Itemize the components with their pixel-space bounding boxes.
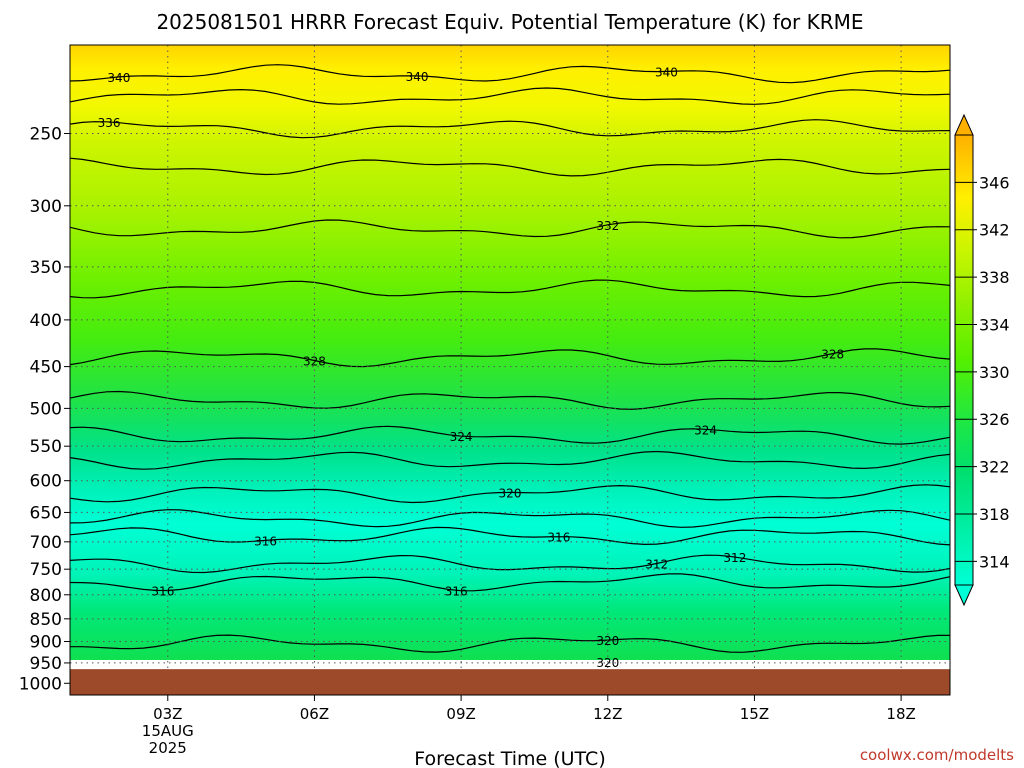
contour-label: 340 — [655, 65, 678, 79]
y-tick-label: 800 — [30, 586, 62, 606]
contour-line — [70, 509, 950, 528]
contour-line — [70, 450, 950, 470]
y-tick-label: 450 — [30, 358, 62, 378]
colorbar-tick-label: 322 — [979, 458, 1010, 477]
x-tick-year: 2025 — [149, 739, 187, 757]
x-tick-label: 06Z — [300, 705, 329, 723]
contour-label: 320 — [499, 486, 522, 500]
contour-label: 316 — [547, 531, 570, 545]
contour-label: 316 — [445, 584, 468, 598]
colorbar-bottom-arrow — [954, 584, 974, 607]
contour-line — [70, 526, 950, 546]
contour-label: 324 — [450, 430, 473, 444]
contour-line — [70, 219, 950, 239]
contour-label: 320 — [596, 634, 619, 648]
contour-label: 328 — [303, 355, 326, 369]
contour-line — [70, 119, 950, 139]
x-axis-label: Forecast Time (UTC) — [414, 748, 605, 768]
colorbar-tick-label: 314 — [979, 552, 1010, 571]
contour-label: 340 — [406, 70, 429, 84]
y-tick-label: 350 — [30, 258, 62, 278]
plot-background — [70, 45, 950, 660]
x-tick-label: 18Z — [886, 705, 915, 723]
contour-line — [70, 390, 950, 410]
y-tick-label: 750 — [30, 560, 62, 580]
colorbar-bar — [954, 134, 974, 586]
x-tick-label: 09Z — [446, 705, 475, 723]
y-tick-label: 700 — [30, 533, 62, 553]
colorbar: 314 318 322 326 330 334 338 342 346 — [954, 113, 1010, 607]
plot-area — [69, 44, 951, 696]
contour-label: 316 — [151, 585, 174, 599]
y-tick-label: 950 — [30, 654, 62, 674]
y-tick-label: 1000 — [19, 674, 62, 694]
y-tick-label: 600 — [30, 472, 62, 492]
contour-line — [70, 425, 950, 445]
colorbar-tick-label: 342 — [979, 221, 1010, 240]
chart-title: 2025081501 HRRR Forecast Equiv. Potentia… — [156, 10, 863, 34]
contour-line — [70, 348, 950, 368]
y-tick-label: 550 — [30, 437, 62, 457]
contour-label: 332 — [596, 219, 619, 233]
y-tick-label: 900 — [30, 632, 62, 652]
credit-text: coolwx.com/modelts — [860, 746, 1014, 764]
contour-line — [70, 87, 950, 105]
contour-line — [70, 157, 950, 177]
ground-layer — [70, 669, 950, 695]
contour-label: 316 — [254, 534, 277, 548]
y-tick-label: 850 — [30, 610, 62, 630]
colorbar-tick-label: 318 — [979, 505, 1010, 524]
contour-label: 324 — [694, 423, 717, 437]
contour-label: 312 — [723, 551, 746, 565]
x-tick-label: 03Z — [153, 705, 182, 723]
contour-label: 328 — [821, 348, 844, 362]
y-tick-label: 500 — [30, 399, 62, 419]
y-tick-label: 250 — [30, 124, 62, 144]
contour-line — [70, 573, 950, 592]
colorbar-top-arrow — [954, 113, 974, 136]
x-tick-date: 15AUG — [142, 722, 194, 740]
contour-label: 312 — [645, 557, 668, 571]
colorbar-tick-label: 326 — [979, 410, 1010, 429]
colorbar-tick-label: 346 — [979, 173, 1010, 192]
contour-label: 336 — [98, 116, 121, 130]
contour-line — [70, 484, 950, 504]
contour-line — [70, 64, 950, 84]
x-tick-label: 12Z — [593, 705, 622, 723]
contour-label: 320 — [596, 656, 619, 670]
plot-border — [69, 44, 951, 696]
y-tick-label: 650 — [30, 503, 62, 523]
contour-line — [70, 279, 950, 299]
contour-line — [70, 634, 950, 653]
y-tick-label: 300 — [30, 197, 62, 217]
colorbar-tick-label: 338 — [979, 268, 1010, 287]
contour-label: 340 — [107, 71, 130, 85]
y-tick-label: 400 — [30, 311, 62, 331]
colorbar-tick-label: 334 — [979, 315, 1010, 334]
x-tick-label: 15Z — [740, 705, 769, 723]
colorbar-tick-label: 330 — [979, 363, 1010, 382]
